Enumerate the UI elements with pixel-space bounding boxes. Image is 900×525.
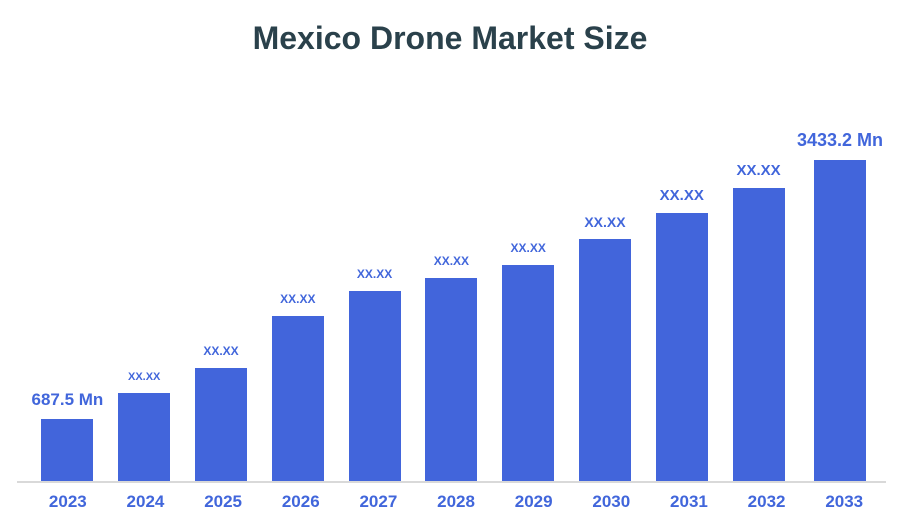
bar-value-label: XX.XX (127, 371, 161, 384)
plot-area: 687.5 Mn XX.XX XX.XX XX.XX XX.XX XX.XX XX.XX XX… (29, 0, 883, 482)
bar-2024 (118, 393, 171, 482)
bar-column: XX.XX (183, 0, 260, 482)
x-axis-tick-label: 2025 (204, 492, 243, 511)
bar-value-label: XX.XX (280, 292, 316, 307)
bar-value-label: XX.XX (510, 241, 546, 256)
bar-value-label: XX.XX (433, 254, 470, 269)
bar-column: XX.XX (567, 0, 644, 482)
chart-title: Mexico Drone Market Size (252, 20, 648, 56)
x-axis-tick-label: 2027 (359, 492, 398, 511)
bar-column: XX.XX (720, 0, 797, 482)
bar-value-label: 3433.2 Mn (796, 130, 884, 151)
x-axis-tick-label: 2029 (514, 492, 553, 511)
x-axis-tick-label: 2023 (48, 492, 87, 511)
bar-2028 (425, 278, 478, 482)
bar-value-label: XX.XX (356, 267, 393, 282)
bar-column: XX.XX (259, 0, 336, 482)
bar-column: XX.XX (413, 0, 490, 482)
bar-2033 (813, 160, 866, 482)
bar-2026 (271, 316, 324, 482)
bar-2029 (502, 265, 555, 482)
bar-column: 3433.2 Mn (797, 0, 883, 482)
bar-2025 (194, 368, 247, 482)
bar-column: XX.XX (490, 0, 567, 482)
x-axis-tick-label: 2028 (437, 492, 475, 511)
x-axis-tick-row: 2023 2024 2025 2026 2027 2028 2029 2030 2031 2032… (29, 492, 883, 512)
x-axis-tick-label: 2032 (747, 492, 786, 511)
x-axis-tick-label: 2024 (126, 492, 165, 511)
bar-2023 (41, 419, 94, 482)
bar-2031 (655, 213, 708, 482)
bar-value-label: XX.XX (584, 213, 626, 230)
bar-column: XX.XX (336, 0, 413, 482)
x-axis-tick-label: 2033 (825, 492, 864, 511)
bar-column: 687.5 Mn (29, 0, 106, 482)
bar-2027 (348, 291, 401, 482)
bar-column: XX.XX (643, 0, 720, 482)
bar-value-label: XX.XX (736, 161, 781, 179)
x-axis-tick-label: 2031 (670, 492, 708, 511)
bar-value-label: XX.XX (659, 186, 704, 204)
bar-2032 (732, 188, 785, 482)
x-axis-line (17, 481, 886, 483)
x-axis-tick-label: 2030 (592, 492, 631, 511)
bar-column: XX.XX (106, 0, 183, 482)
bar-value-label: 687.5 Mn (31, 390, 104, 410)
bar-value-label: XX.XX (203, 344, 239, 359)
bar-2030 (578, 239, 631, 482)
x-axis-tick-label: 2026 (281, 492, 320, 511)
